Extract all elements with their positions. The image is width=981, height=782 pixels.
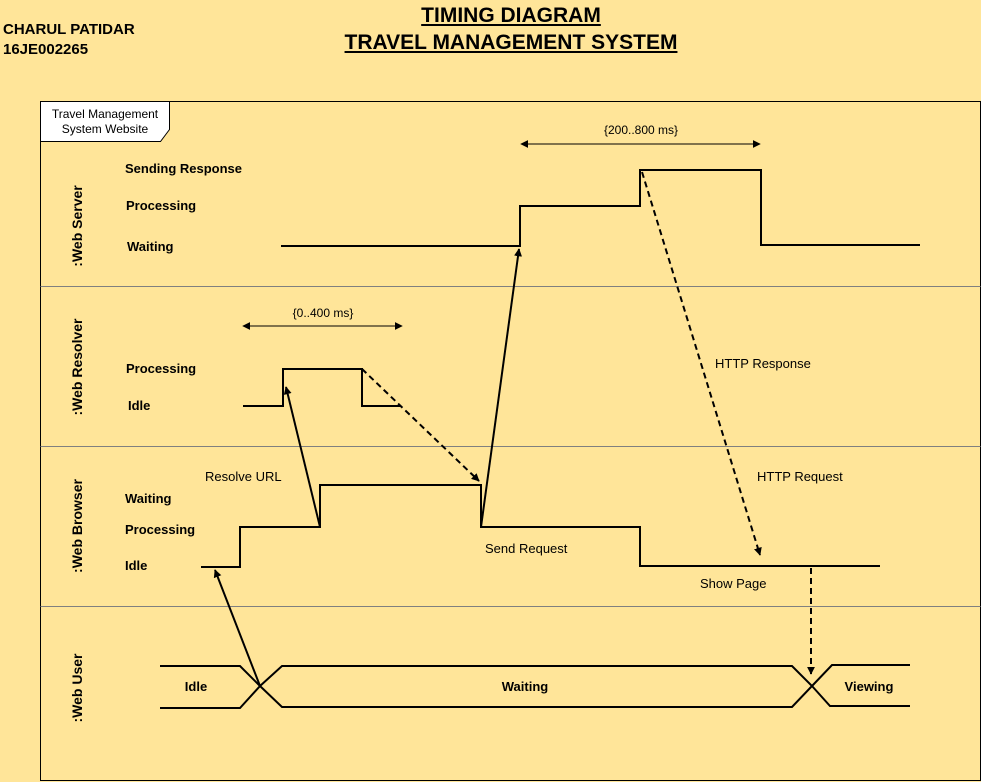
resolver-constraint-label: {0..400 ms} (293, 306, 354, 320)
lifeline-web-user: :Web User (69, 653, 85, 723)
frame-label-line1: Travel Management (52, 107, 159, 121)
author-id: 16JE002265 (3, 41, 89, 58)
state-resolver-idle: Idle (128, 398, 150, 413)
arrow-resolve-url (283, 386, 321, 528)
diagram-title: TIMING DIAGRAM (421, 4, 601, 27)
diagram-subtitle: TRAVEL MANAGEMENT SYSTEM (344, 31, 678, 54)
label-send-request: Send Request (485, 541, 568, 556)
label-resolve-url: Resolve URL (205, 469, 282, 484)
state-server-processing: Processing (126, 198, 196, 213)
frame-label-line2: System Website (62, 122, 149, 136)
lifeline-web-resolver: :Web Resolver (69, 318, 85, 416)
state-user-idle: Idle (185, 679, 207, 694)
frame-label-box (40, 101, 170, 142)
state-resolver-processing: Processing (126, 361, 196, 376)
arrow-user-to-browser (213, 569, 261, 687)
label-http-request: HTTP Request (757, 469, 843, 484)
state-browser-idle: Idle (125, 558, 147, 573)
author-name: CHARUL PATIDAR (3, 21, 135, 38)
label-http-response: HTTP Response (715, 356, 811, 371)
web-browser-timeline (201, 484, 880, 568)
arrow-resolver-response (361, 368, 480, 482)
state-user-viewing: Viewing (845, 679, 894, 694)
lifeline-web-browser: :Web Browser (69, 479, 85, 573)
lifeline-web-server: :Web Server (69, 185, 85, 267)
arrow-send-request (480, 248, 522, 528)
arrow-http-response (641, 171, 762, 556)
state-server-waiting: Waiting (127, 239, 174, 254)
state-browser-processing: Processing (125, 522, 195, 537)
state-server-sending-response: Sending Response (125, 161, 242, 176)
web-server-timeline (281, 169, 920, 247)
label-show-page: Show Page (700, 576, 767, 591)
web-resolver-timeline (243, 368, 401, 407)
state-user-waiting: Waiting (502, 679, 549, 694)
state-browser-waiting: Waiting (125, 491, 172, 506)
server-constraint-label: {200..800 ms} (604, 123, 678, 137)
